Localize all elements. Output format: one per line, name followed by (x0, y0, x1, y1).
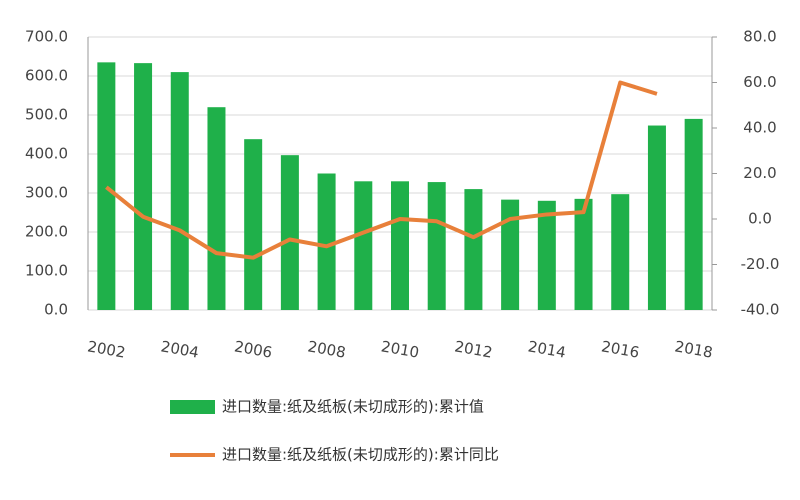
y-tick-label: 500.0 (25, 106, 68, 124)
x-tick-label: 2010 (380, 337, 421, 361)
bar (427, 182, 446, 310)
x-tick-label: 2016 (600, 337, 641, 361)
y2-tick-label: -40.0 (741, 301, 780, 319)
y-tick-label: 300.0 (25, 184, 68, 202)
y2-tick-label: 60.0 (743, 73, 776, 91)
y2-tick-label: 40.0 (743, 119, 776, 137)
y2-tick-label: 80.0 (743, 28, 776, 46)
bar (170, 72, 189, 310)
line (105, 80, 658, 260)
bar (134, 63, 153, 310)
bar (97, 62, 116, 310)
bar (611, 194, 630, 310)
legend-label: 进口数量:纸及纸板(未切成形的):累计同比 (222, 446, 499, 464)
y2-tick-label: -20.0 (741, 255, 780, 273)
bar (464, 189, 483, 310)
x-tick-label: 2006 (233, 337, 274, 361)
x-tick-label: 2012 (453, 337, 494, 361)
bar (244, 139, 263, 310)
x-tick-label: 2008 (306, 337, 347, 361)
y-tick-label: 600.0 (25, 67, 68, 85)
legend-label: 进口数量:纸及纸板(未切成形的):累计值 (222, 398, 484, 416)
y-tick-label: 100.0 (25, 262, 68, 280)
bar (354, 181, 373, 310)
y-tick-label: 200.0 (25, 223, 68, 241)
y-tick-label: 700.0 (25, 28, 68, 46)
legend-swatch (170, 400, 215, 414)
bar (317, 173, 336, 310)
bar (280, 155, 299, 310)
bar (574, 198, 593, 310)
y2-tick-label: 20.0 (743, 164, 776, 182)
bar (391, 181, 409, 310)
y2-tick-label: 0.0 (748, 210, 772, 228)
bar (501, 199, 520, 310)
x-tick-label: 2018 (673, 337, 714, 361)
y-tick-label: 400.0 (25, 145, 68, 163)
bar (684, 118, 703, 311)
x-tick-label: 2004 (159, 337, 200, 361)
bar (207, 107, 226, 310)
y-tick-label: 0.0 (44, 301, 68, 319)
bar (537, 200, 556, 310)
x-tick-label: 2002 (86, 337, 127, 361)
bar (647, 125, 666, 310)
x-tick-label: 2014 (527, 337, 568, 361)
